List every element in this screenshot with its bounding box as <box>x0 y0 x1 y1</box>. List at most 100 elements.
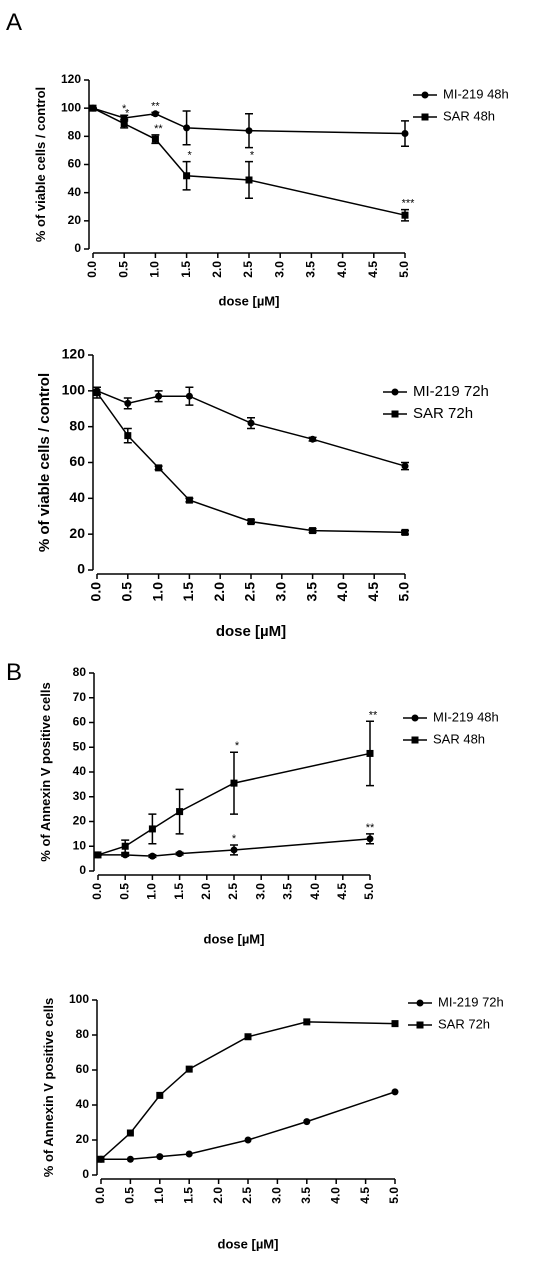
x-tick-label: 2.5 <box>241 261 255 278</box>
x-axis-title: dose [µM] <box>204 931 265 946</box>
marker <box>309 527 317 535</box>
x-tick-label: 5.0 <box>396 582 412 602</box>
y-tick-label: 60 <box>68 157 82 171</box>
legend-label: MI-219 72h <box>438 994 504 1009</box>
x-tick-label: 4.5 <box>366 261 380 278</box>
significance: * <box>187 150 192 162</box>
marker <box>155 464 163 472</box>
marker <box>97 1155 105 1163</box>
marker <box>124 432 132 440</box>
y-tick-label: 0 <box>79 863 86 877</box>
marker <box>245 176 253 184</box>
y-tick-label: 80 <box>76 1027 90 1041</box>
x-tick-label: 4.0 <box>328 1187 342 1204</box>
marker <box>401 462 409 470</box>
y-tick-label: 10 <box>73 838 87 852</box>
x-tick-label: 2.5 <box>242 582 258 602</box>
legend-marker <box>421 91 429 99</box>
x-tick-label: 3.0 <box>273 582 289 602</box>
y-tick-label: 60 <box>76 1062 90 1076</box>
x-tick-label: 4.0 <box>308 883 322 900</box>
legend-label: MI-219 72h <box>413 383 489 400</box>
series-line <box>97 752 371 856</box>
series-line <box>98 838 371 857</box>
y-tick-label: 20 <box>68 213 82 227</box>
x-tick-label: 0.5 <box>116 261 130 278</box>
legend-label: MI-219 48h <box>433 709 499 724</box>
marker <box>247 518 255 526</box>
y-tick-label: 40 <box>76 1097 90 1111</box>
legend-label: MI-219 48h <box>443 86 509 101</box>
x-tick-label: 1.0 <box>149 582 165 602</box>
x-tick-label: 1.5 <box>180 582 196 602</box>
x-tick-label: 4.0 <box>335 261 349 278</box>
marker <box>176 808 184 816</box>
x-tick-label: 4.0 <box>334 582 350 602</box>
y-tick-label: 80 <box>73 665 87 679</box>
marker <box>155 392 163 400</box>
x-tick-label: 4.5 <box>365 582 381 602</box>
marker <box>391 1020 399 1028</box>
y-axis-title: % of viable cells / control <box>36 373 53 552</box>
marker <box>185 1065 193 1073</box>
marker <box>121 842 129 850</box>
marker <box>247 419 255 427</box>
x-tick-label: 1.5 <box>172 883 186 900</box>
legend-marker <box>416 1021 424 1029</box>
marker <box>126 1155 134 1163</box>
x-tick-label: 2.0 <box>211 1187 225 1204</box>
y-tick-label: 120 <box>62 346 86 362</box>
x-tick-label: 3.5 <box>304 261 318 278</box>
y-axis-title: % of Annexin V positive cells <box>41 998 56 1177</box>
marker <box>366 835 374 843</box>
x-tick-label: 5.0 <box>387 1187 401 1204</box>
y-tick-label: 120 <box>61 72 81 86</box>
significance: * <box>122 103 127 115</box>
marker <box>126 1129 134 1137</box>
y-tick-label: 50 <box>73 739 87 753</box>
marker <box>245 127 253 135</box>
marker <box>230 779 238 787</box>
series-line <box>92 107 406 135</box>
x-tick-label: 0.0 <box>85 261 99 278</box>
marker <box>366 749 374 757</box>
x-tick-label: 1.5 <box>179 261 193 278</box>
marker <box>183 172 191 180</box>
panel-label: A <box>6 9 22 36</box>
y-tick-label: 70 <box>73 690 87 704</box>
series-line <box>96 392 406 534</box>
marker <box>156 1091 164 1099</box>
x-tick-label: 0.0 <box>90 883 104 900</box>
x-tick-label: 1.0 <box>152 1187 166 1204</box>
marker <box>391 1088 399 1096</box>
x-tick-label: 3.5 <box>303 582 319 602</box>
x-tick-label: 1.0 <box>148 261 162 278</box>
x-axis-title: dose [µM] <box>219 293 280 308</box>
legend-label: SAR 48h <box>433 731 485 746</box>
legend-marker <box>411 736 419 744</box>
marker <box>156 1153 164 1161</box>
marker <box>120 120 128 128</box>
x-tick-label: 3.5 <box>299 1187 313 1204</box>
x-tick-label: 1.5 <box>181 1187 195 1204</box>
y-tick-label: 40 <box>69 489 85 505</box>
x-tick-label: 3.0 <box>253 883 267 900</box>
marker <box>185 496 193 504</box>
x-tick-label: 0.0 <box>88 582 104 602</box>
significance: *** <box>402 198 416 210</box>
x-tick-label: 0.5 <box>117 883 131 900</box>
marker <box>230 846 238 854</box>
legend-marker <box>411 714 419 722</box>
y-tick-label: 80 <box>69 417 85 433</box>
y-tick-label: 20 <box>69 525 85 541</box>
marker <box>93 389 101 397</box>
x-tick-label: 2.5 <box>226 883 240 900</box>
marker <box>124 399 132 407</box>
marker <box>148 825 156 833</box>
marker <box>183 124 191 132</box>
significance: ** <box>369 709 378 721</box>
series-line <box>92 107 406 216</box>
marker <box>94 851 102 859</box>
marker <box>185 1150 193 1158</box>
